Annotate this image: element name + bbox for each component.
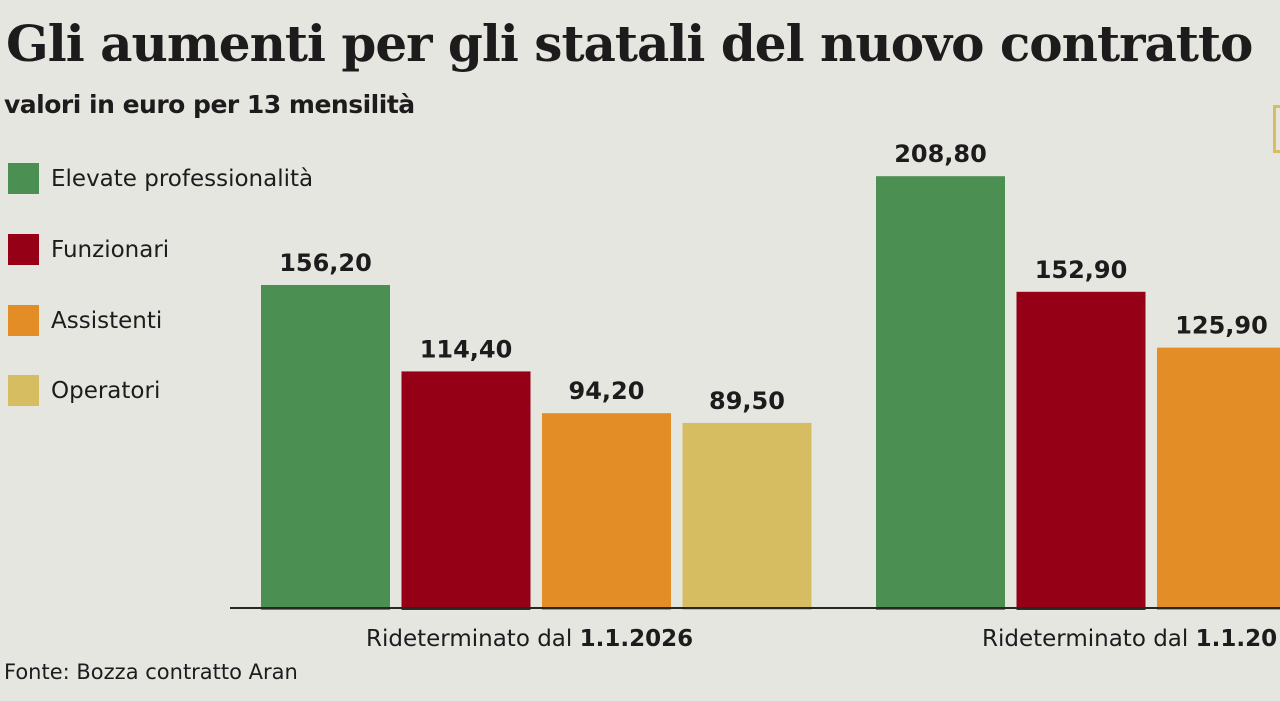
legend-swatch <box>8 163 39 194</box>
bar-3-0 <box>682 422 812 610</box>
legend-item-funzionari: Funzionari <box>8 234 169 265</box>
value-label: 94,20 <box>569 377 645 405</box>
value-label: 125,90 <box>1175 312 1268 340</box>
legend-item-assistenti: Assistenti <box>8 305 162 336</box>
category-prefix: Rideterminato dal <box>982 626 1196 652</box>
bar-2-1 <box>1157 347 1280 610</box>
legend-item-elevate-professionalita: Elevate professionalità <box>8 163 313 194</box>
bar-1-0 <box>401 371 531 610</box>
legend-label: Elevate professionalità <box>51 165 314 192</box>
value-label: 208,80 <box>894 140 987 168</box>
category-date: 1.1.20 <box>1195 626 1278 652</box>
source-note: Fonte: Bozza contratto Aran <box>4 660 298 684</box>
chart-title: Gli aumenti per gli statali del nuovo co… <box>6 14 1253 73</box>
legend-swatch <box>8 234 39 265</box>
legend-label: Operatori <box>51 377 161 404</box>
legend-item-operatori: Operatori <box>8 375 160 406</box>
legend-swatch <box>8 375 39 406</box>
decorative-frame <box>1273 105 1280 153</box>
value-label: 114,40 <box>420 335 513 363</box>
legend-label: Assistenti <box>51 307 163 334</box>
category-prefix: Rideterminato dal <box>366 626 580 652</box>
chart-subtitle: valori in euro per 13 mensilità <box>4 90 415 119</box>
category-label-1: Rideterminato dal 1.1.2026 <box>366 626 693 652</box>
bar-0-1 <box>876 176 1005 610</box>
value-label: 89,50 <box>709 387 785 415</box>
category-label-2: Rideterminato dal 1.1.20 <box>982 626 1277 652</box>
bar-2-0 <box>542 413 671 610</box>
value-label: 156,20 <box>279 249 372 277</box>
bar-0-0 <box>261 284 390 610</box>
bar-1-1 <box>1016 291 1146 610</box>
legend-swatch <box>8 305 39 336</box>
legend-label: Funzionari <box>51 236 170 263</box>
value-label: 152,90 <box>1035 256 1128 284</box>
category-date: 1.1.2026 <box>579 626 694 652</box>
